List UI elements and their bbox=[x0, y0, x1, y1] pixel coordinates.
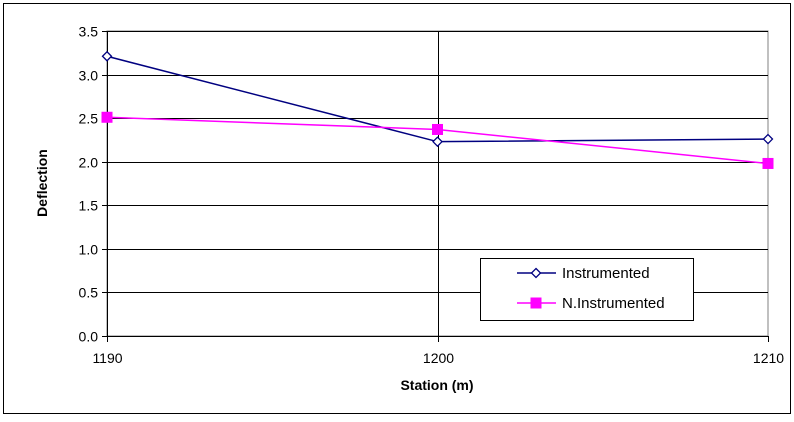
y-axis-title: Deflection bbox=[34, 149, 50, 217]
legend-box bbox=[480, 258, 694, 321]
y-tick-label: 2.5 bbox=[79, 111, 99, 127]
x-tick-label: 1190 bbox=[92, 350, 122, 366]
data-point-instrumented bbox=[101, 50, 113, 62]
y-tick-label: 2.0 bbox=[79, 155, 99, 171]
y-tick-label: 1.5 bbox=[79, 198, 99, 214]
x-tick-label: 1200 bbox=[423, 350, 454, 366]
y-tick-label: 0.5 bbox=[79, 285, 99, 301]
legend: Instrumented N.Instrumented bbox=[480, 258, 694, 321]
legend-label-n-instrumented: N.Instrumented bbox=[562, 295, 665, 312]
y-axis-ticks: 0.0 0.5 1.0 1.5 2.0 2.5 3.0 3.5 bbox=[79, 24, 108, 345]
data-point-n-instrumented bbox=[432, 123, 443, 135]
y-tick-label: 3.5 bbox=[79, 24, 99, 40]
y-tick-label: 3.0 bbox=[79, 68, 99, 84]
y-tick-label: 0.0 bbox=[79, 329, 99, 345]
x-tick-label: 1210 bbox=[753, 350, 784, 366]
series-layer bbox=[101, 50, 774, 169]
data-point-instrumented bbox=[432, 136, 443, 148]
y-tick-label: 1.0 bbox=[79, 242, 99, 258]
x-axis-ticks: 1190 1200 1210 bbox=[92, 336, 784, 366]
data-point-n-instrumented bbox=[762, 157, 774, 169]
legend-marker-instrumented bbox=[530, 267, 542, 279]
legend-marker-n-instrumented bbox=[530, 297, 542, 309]
data-point-instrumented bbox=[762, 133, 774, 145]
legend-items: Instrumented N.Instrumented bbox=[517, 265, 665, 312]
legend-label-instrumented: Instrumented bbox=[562, 265, 650, 282]
x-axis-title: Station (m) bbox=[400, 377, 473, 393]
data-point-n-instrumented bbox=[101, 111, 113, 123]
gridlines bbox=[107, 31, 768, 336]
